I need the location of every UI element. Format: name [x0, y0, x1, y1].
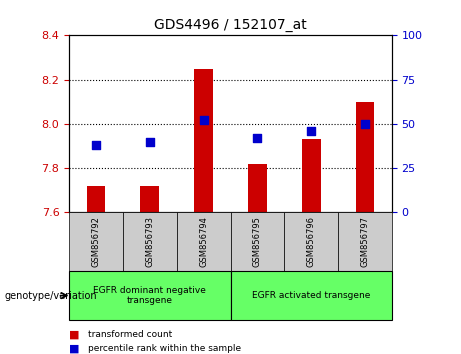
Text: GSM856793: GSM856793 — [145, 216, 154, 267]
Text: GSM856792: GSM856792 — [92, 216, 100, 267]
Point — [307, 128, 315, 134]
Point — [200, 118, 207, 123]
Point — [254, 135, 261, 141]
Text: GSM856795: GSM856795 — [253, 216, 262, 267]
Bar — [87, 186, 106, 212]
Text: GSM856797: GSM856797 — [361, 216, 369, 267]
Bar — [194, 69, 213, 212]
Text: EGFR activated transgene: EGFR activated transgene — [252, 291, 370, 300]
Text: ■: ■ — [69, 344, 80, 354]
Bar — [355, 102, 374, 212]
Title: GDS4496 / 152107_at: GDS4496 / 152107_at — [154, 18, 307, 32]
Text: transformed count: transformed count — [88, 330, 172, 339]
Text: genotype/variation: genotype/variation — [5, 291, 97, 301]
Text: ■: ■ — [69, 330, 80, 339]
Text: GSM856796: GSM856796 — [307, 216, 316, 267]
Bar — [248, 164, 267, 212]
Point — [361, 121, 369, 127]
Point — [92, 142, 100, 148]
Text: GSM856794: GSM856794 — [199, 216, 208, 267]
Point — [146, 139, 154, 144]
Bar — [302, 139, 320, 212]
Text: percentile rank within the sample: percentile rank within the sample — [88, 344, 241, 353]
Text: EGFR dominant negative
transgene: EGFR dominant negative transgene — [94, 286, 206, 305]
Bar — [141, 186, 159, 212]
